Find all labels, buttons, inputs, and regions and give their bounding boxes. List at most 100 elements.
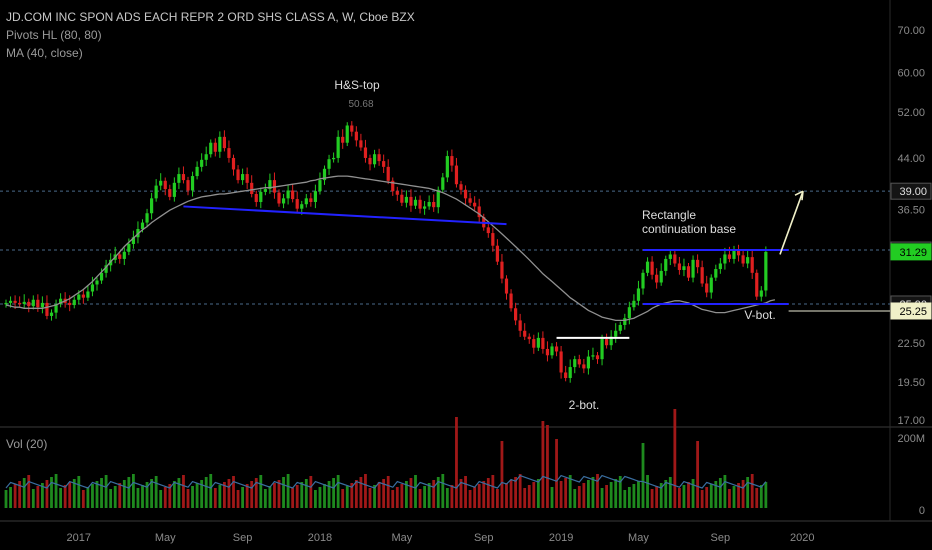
candle-body	[536, 337, 540, 348]
volume-bar	[737, 483, 740, 508]
candle-body	[322, 168, 327, 181]
volume-bar	[496, 489, 499, 508]
candle-body	[150, 198, 154, 214]
volume-bar	[532, 482, 536, 508]
volume-bar	[68, 482, 72, 508]
volume-bar	[327, 481, 331, 508]
candle-body	[636, 288, 641, 301]
volume-bar	[505, 483, 508, 508]
candle-body	[277, 192, 281, 204]
target-arrow-head	[794, 190, 804, 201]
candle-body	[564, 372, 568, 378]
candle-body	[691, 259, 695, 278]
candle-body	[268, 180, 272, 190]
volume-bar	[323, 484, 326, 508]
candle-body	[445, 156, 449, 178]
chart-header: JD.COM INC SPON ADS EACH REPR 2 ORD SHS …	[6, 8, 415, 62]
volume-bar	[386, 476, 390, 508]
volume-bar	[750, 474, 754, 508]
volume-bar	[113, 486, 117, 508]
ma-indicator-label[interactable]: MA (40, close)	[6, 46, 83, 60]
volume-bar	[318, 487, 322, 508]
volume-bar	[182, 475, 185, 508]
candle-body	[231, 157, 236, 170]
candle-body	[68, 302, 72, 306]
volume-bar	[582, 483, 586, 508]
pivots-indicator-label[interactable]: Pivots HL (80, 80)	[6, 28, 102, 42]
candle-body	[514, 308, 518, 321]
candle-body	[413, 199, 418, 206]
candle-body	[495, 245, 499, 262]
volume-indicator-label[interactable]: Vol (20)	[6, 437, 48, 451]
volume-bar	[518, 474, 522, 508]
volume-bar	[59, 488, 62, 508]
volume-average-line	[5, 474, 767, 489]
volume-bar	[63, 485, 67, 508]
candle-body	[127, 243, 131, 252]
candle-body	[595, 355, 600, 360]
candle-body	[746, 257, 750, 264]
candle-body	[190, 176, 195, 191]
x-tick-label: 2017	[67, 532, 91, 544]
candle-body	[741, 255, 745, 264]
volume-bar	[177, 478, 181, 508]
candle-body	[732, 249, 736, 259]
candle-body	[72, 299, 76, 306]
candle-body	[104, 265, 108, 273]
candle-body	[545, 348, 550, 356]
volume-bar	[109, 489, 113, 508]
volume-bar	[395, 487, 399, 508]
volume-bar	[104, 475, 108, 508]
volume-bar	[200, 480, 204, 508]
volume-bar	[414, 475, 417, 508]
candle-body	[382, 161, 386, 167]
volume-bar	[477, 484, 481, 508]
y-tick-label: 70.00	[897, 25, 925, 37]
candle-body	[591, 355, 595, 357]
y-tick-label: 60.00	[897, 67, 925, 79]
x-tick-label: May	[155, 532, 176, 544]
candle-body	[295, 199, 299, 209]
volume-bar	[559, 481, 563, 508]
candle-body	[705, 283, 709, 293]
annotation-value: 50.68	[348, 99, 373, 110]
y-tick-label: 22.50	[897, 338, 925, 350]
volume-bar	[423, 486, 426, 508]
volume-bar	[732, 486, 736, 508]
volume-bar	[341, 489, 345, 508]
candle-body	[336, 136, 340, 158]
candle-body	[427, 201, 431, 207]
candle-body	[527, 336, 531, 340]
candle-body	[623, 318, 627, 325]
candle-body	[486, 227, 490, 234]
candle-body	[727, 254, 732, 259]
annotation-label: 2-bot.	[569, 398, 600, 412]
candle-body	[532, 339, 536, 348]
candle-body	[714, 269, 718, 278]
volume-bar	[141, 485, 144, 508]
candle-body	[609, 336, 613, 346]
volume-bar	[577, 486, 581, 508]
volume-bar	[286, 474, 290, 508]
volume-bar	[118, 483, 122, 508]
volume-bar	[464, 476, 467, 508]
candle-body	[605, 339, 609, 346]
annotation-label: Rectangle	[642, 208, 696, 222]
candle-body	[345, 125, 349, 143]
candle-body	[577, 359, 581, 365]
volume-bar	[723, 475, 727, 508]
candle-body	[31, 299, 35, 307]
volume-bar	[691, 479, 695, 508]
candle-body	[77, 294, 81, 300]
annotation-label: continuation base	[642, 222, 736, 236]
candle-body	[186, 180, 190, 191]
volume-bar	[122, 480, 126, 508]
candle-body	[641, 272, 645, 289]
volume-bar	[41, 483, 44, 508]
volume-bar	[523, 488, 527, 508]
candle-body	[509, 293, 513, 309]
volume-bar	[236, 490, 240, 508]
candle-body	[300, 204, 304, 209]
volume-bar	[514, 477, 517, 508]
